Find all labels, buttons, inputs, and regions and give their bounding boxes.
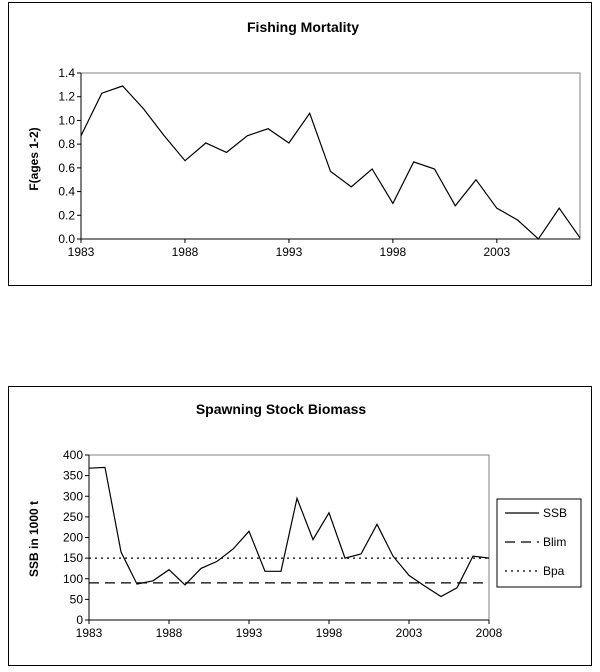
y-tick-label: 1.4 <box>58 66 75 80</box>
y-tick-label: 350 <box>63 469 83 483</box>
series-line-ssb <box>88 466 490 598</box>
y-tick-label: 0.2 <box>58 208 75 222</box>
x-tick-label: 1988 <box>172 245 199 259</box>
chart-title: Fishing Mortality <box>247 19 359 35</box>
plot-area <box>80 72 581 240</box>
y-tick-label: 300 <box>63 489 83 503</box>
y-tick-label: 200 <box>63 531 83 545</box>
x-tick-label: 1993 <box>236 626 263 640</box>
x-tick-label: 1998 <box>316 626 343 640</box>
x-tick-label: 1993 <box>276 245 303 259</box>
y-tick-label: 1.0 <box>58 113 75 127</box>
y-axis-label: F(ages 1-2) <box>27 127 41 190</box>
y-tick-label: 0.8 <box>58 137 75 151</box>
fishing-mortality-chart: Fishing Mortality F(ages 1-2) 0.0 0.2 0.4 0… <box>27 19 581 259</box>
y-tick-label: 50 <box>70 592 84 606</box>
y-tick-label: 0 <box>76 613 83 627</box>
x-tick-label: 2003 <box>396 626 423 640</box>
fishing-mortality-chart-panel: Fishing Mortality F(ages 1-2) 0.0 0.2 0.4 0… <box>8 2 592 286</box>
x-tick-label: 2003 <box>483 245 510 259</box>
y-tick-label: 0.0 <box>58 232 75 246</box>
x-tick-label: 1983 <box>76 626 103 640</box>
x-tick-label: 1998 <box>380 245 407 259</box>
legend-label-blim: Blim <box>543 535 566 549</box>
x-tick-label: 1983 <box>68 245 95 259</box>
series-line-f <box>80 85 581 240</box>
y-tick-label: 400 <box>63 448 83 462</box>
legend-box <box>496 498 582 588</box>
y-tick-label: 150 <box>63 551 83 565</box>
y-tick-label: 250 <box>63 510 83 524</box>
y-tick-label: 0.6 <box>58 161 75 175</box>
chart-title: Spawning Stock Biomass <box>196 401 367 417</box>
y-tick-label: 0.4 <box>58 185 75 199</box>
spawning-stock-biomass-chart-panel: Spawning Stock Biomass SSB in 1000 t 0 50… <box>8 386 592 666</box>
x-tick-label: 1988 <box>156 626 183 640</box>
legend: SSB Blim Bpa <box>496 498 582 588</box>
y-tick-label: 1.2 <box>58 90 75 104</box>
y-tick-label: 100 <box>63 572 83 586</box>
x-tick-label: 2008 <box>476 626 503 640</box>
legend-label-bpa: Bpa <box>543 564 565 578</box>
y-axis-label: SSB in 1000 t <box>27 501 41 577</box>
legend-label-ssb: SSB <box>543 506 567 520</box>
spawning-stock-biomass-chart: Spawning Stock Biomass SSB in 1000 t 0 50… <box>27 401 582 640</box>
